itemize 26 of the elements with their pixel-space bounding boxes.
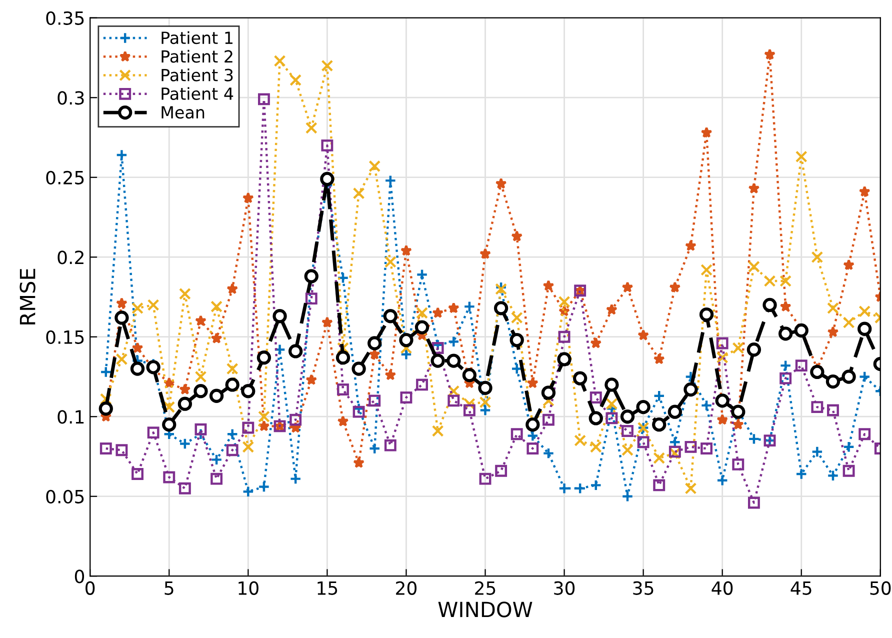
x-tick-label: 15: [318, 582, 338, 595]
x-tick-label: 50: [870, 581, 891, 595]
x-tick-label: 35: [633, 581, 654, 595]
legend-label: Patient 4: [162, 87, 234, 100]
y-tick-label: 0.25: [46, 170, 84, 184]
x-tick-label: 45: [790, 582, 812, 595]
legend-label: Patient 1: [162, 31, 232, 44]
legend-label: Mean: [162, 106, 204, 119]
x-tick-label: 10: [238, 581, 258, 595]
y-tick-label: 0.2: [58, 250, 84, 264]
x-axis-title: WINDOW: [438, 602, 532, 618]
x-tick-label: 5: [164, 582, 174, 595]
x-tick-label: 0: [86, 581, 95, 595]
y-tick-label: 0.05: [46, 490, 84, 504]
y-tick-label: 0.1: [58, 410, 84, 424]
x-tick-label: 25: [475, 581, 496, 595]
y-tick-label: 0: [74, 570, 84, 584]
y-tick-label: 0.3: [58, 91, 84, 105]
y-tick-label: 0.35: [46, 11, 84, 25]
legend-label: Patient 3: [162, 68, 233, 82]
y-axis-title: RMSE: [20, 268, 36, 324]
x-tick-label: 20: [396, 581, 417, 595]
x-tick-label: 40: [712, 581, 733, 595]
y-tick-label: 0.15: [46, 330, 84, 344]
legend-label: Patient 2: [162, 50, 232, 63]
x-tick-label: 30: [554, 581, 575, 595]
